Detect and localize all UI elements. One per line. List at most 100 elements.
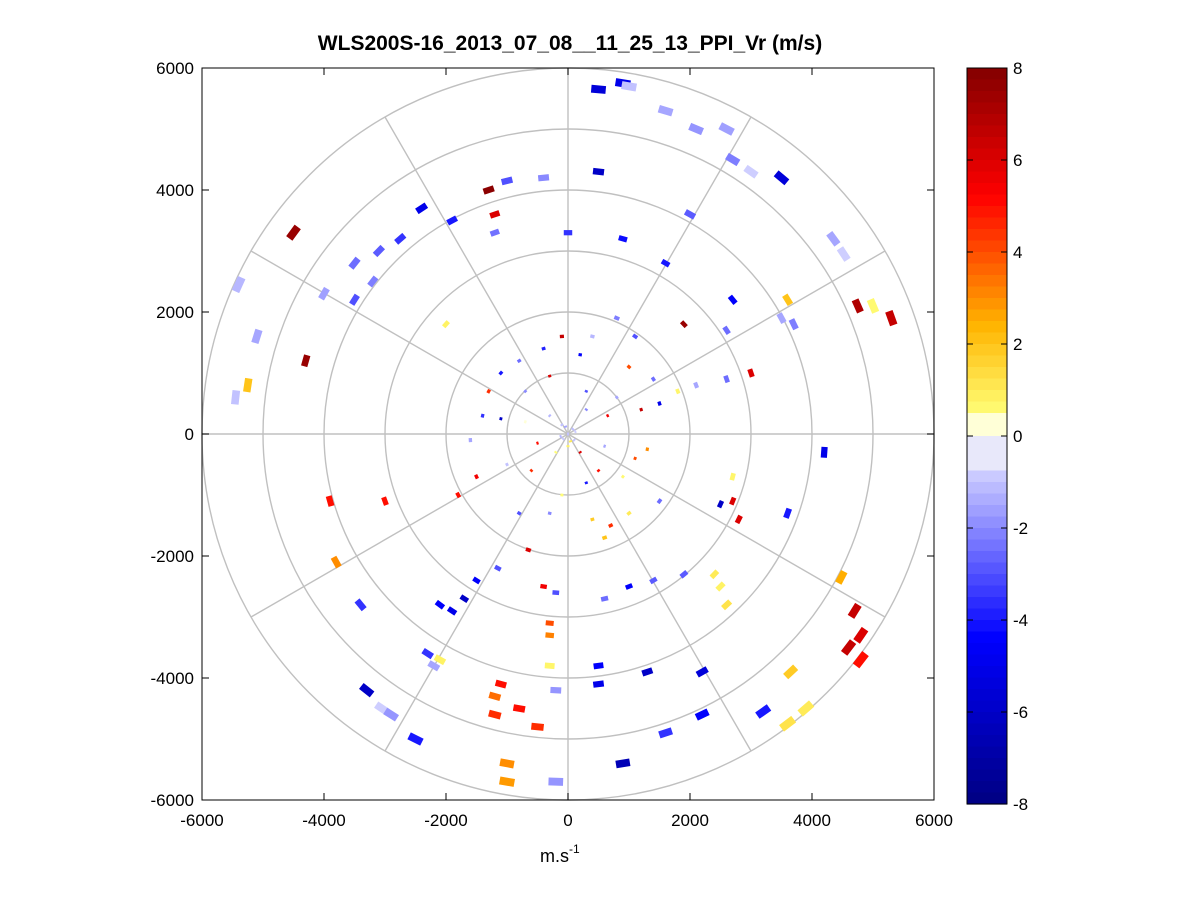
velocity-point xyxy=(474,474,479,480)
velocity-point xyxy=(693,381,700,389)
velocity-point xyxy=(349,293,360,306)
velocity-point xyxy=(723,375,730,384)
colorbar-band xyxy=(967,528,1007,541)
colorbar-tick-label: -4 xyxy=(1013,611,1028,630)
velocity-point xyxy=(782,293,794,307)
y-tick-label: 4000 xyxy=(156,181,194,200)
velocity-point xyxy=(743,164,759,179)
x-axis-label: m.s-1 xyxy=(540,842,580,866)
velocity-point xyxy=(488,709,502,720)
velocity-point xyxy=(590,517,595,522)
velocity-point xyxy=(359,683,375,698)
azimuth-spoke xyxy=(567,250,886,435)
velocity-point xyxy=(683,209,697,220)
velocity-point xyxy=(505,462,509,467)
x-tick-label: 0 xyxy=(563,811,572,830)
velocity-point xyxy=(729,472,736,481)
velocity-point xyxy=(512,704,526,713)
velocity-point xyxy=(729,496,737,506)
data-points xyxy=(230,78,898,787)
velocity-point xyxy=(499,776,515,787)
colorbar-band xyxy=(967,769,1007,782)
colorbar-band xyxy=(967,677,1007,690)
azimuth-spoke xyxy=(567,433,886,618)
velocity-point xyxy=(656,498,663,505)
colorbar-band xyxy=(967,470,1007,483)
axis-ticks: -6000 -4000 -2000 0 2000 4000 6000 6000 4000 2000… xyxy=(151,59,953,830)
velocity-point xyxy=(446,606,458,616)
velocity-point xyxy=(727,294,738,305)
velocity-point xyxy=(572,438,576,442)
velocity-point xyxy=(615,758,631,769)
velocity-point xyxy=(621,81,637,92)
velocity-point xyxy=(499,416,503,421)
colorbar-band xyxy=(967,424,1007,437)
colorbar-band xyxy=(967,654,1007,667)
velocity-point xyxy=(592,167,605,176)
velocity-point xyxy=(560,423,564,427)
azimuth-spoke xyxy=(250,250,569,435)
colorbar-band xyxy=(967,631,1007,644)
colorbar-band xyxy=(967,436,1007,449)
velocity-point xyxy=(468,437,473,443)
velocity-point xyxy=(427,660,441,672)
colorbar-ticks: 8 6 4 2 0 -2 -4 -6 -8 xyxy=(967,59,1028,814)
velocity-point xyxy=(783,664,799,680)
velocity-point xyxy=(779,715,797,732)
colorbar-band xyxy=(967,792,1007,805)
azimuth-spoke xyxy=(567,116,752,435)
velocity-point xyxy=(525,547,532,553)
velocity-point xyxy=(286,224,301,241)
y-tick-label: 2000 xyxy=(156,303,194,322)
velocity-point xyxy=(866,298,880,314)
velocity-point xyxy=(480,413,485,418)
velocity-point xyxy=(725,152,741,167)
y-tick-label: -2000 xyxy=(151,547,194,566)
velocity-point xyxy=(563,230,573,236)
colorbar-band xyxy=(967,206,1007,219)
colorbar-band xyxy=(967,620,1007,633)
velocity-point xyxy=(613,315,620,321)
velocity-point xyxy=(552,590,560,596)
colorbar-band xyxy=(967,332,1007,345)
colorbar-tick-label: 0 xyxy=(1013,427,1022,446)
velocity-point xyxy=(641,667,654,677)
colorbar-tick-label: -6 xyxy=(1013,703,1028,722)
velocity-point xyxy=(608,523,614,528)
x-axis-label-base: m.s xyxy=(540,846,569,866)
colorbar-band xyxy=(967,378,1007,391)
velocity-point xyxy=(589,334,595,339)
velocity-point xyxy=(658,727,674,739)
velocity-point xyxy=(618,235,628,243)
velocity-point xyxy=(620,474,625,479)
colorbar-band xyxy=(967,194,1007,207)
velocity-point xyxy=(657,401,662,406)
velocity-point xyxy=(486,388,492,394)
velocity-point xyxy=(600,595,609,602)
colorbar-band xyxy=(967,217,1007,230)
velocity-point xyxy=(885,309,898,327)
velocity-point xyxy=(498,370,504,376)
colorbar-band xyxy=(967,240,1007,253)
velocity-point xyxy=(601,535,608,541)
velocity-point xyxy=(695,666,709,678)
velocity-point xyxy=(755,704,772,719)
velocity-point xyxy=(590,84,607,94)
velocity-point xyxy=(605,413,610,418)
colorbar-band xyxy=(967,298,1007,311)
velocity-point xyxy=(367,275,379,288)
velocity-point xyxy=(523,420,527,424)
y-tick-label: -4000 xyxy=(151,669,194,688)
velocity-point xyxy=(679,320,688,329)
velocity-point xyxy=(348,256,361,270)
velocity-point xyxy=(649,576,658,585)
velocity-point xyxy=(383,707,400,722)
velocity-point xyxy=(530,722,545,731)
colorbar-band xyxy=(967,689,1007,702)
velocity-point xyxy=(494,564,502,572)
velocity-point xyxy=(553,450,558,454)
x-tick-label: -2000 xyxy=(424,811,467,830)
velocity-point xyxy=(516,510,522,516)
colorbar-band xyxy=(967,643,1007,656)
